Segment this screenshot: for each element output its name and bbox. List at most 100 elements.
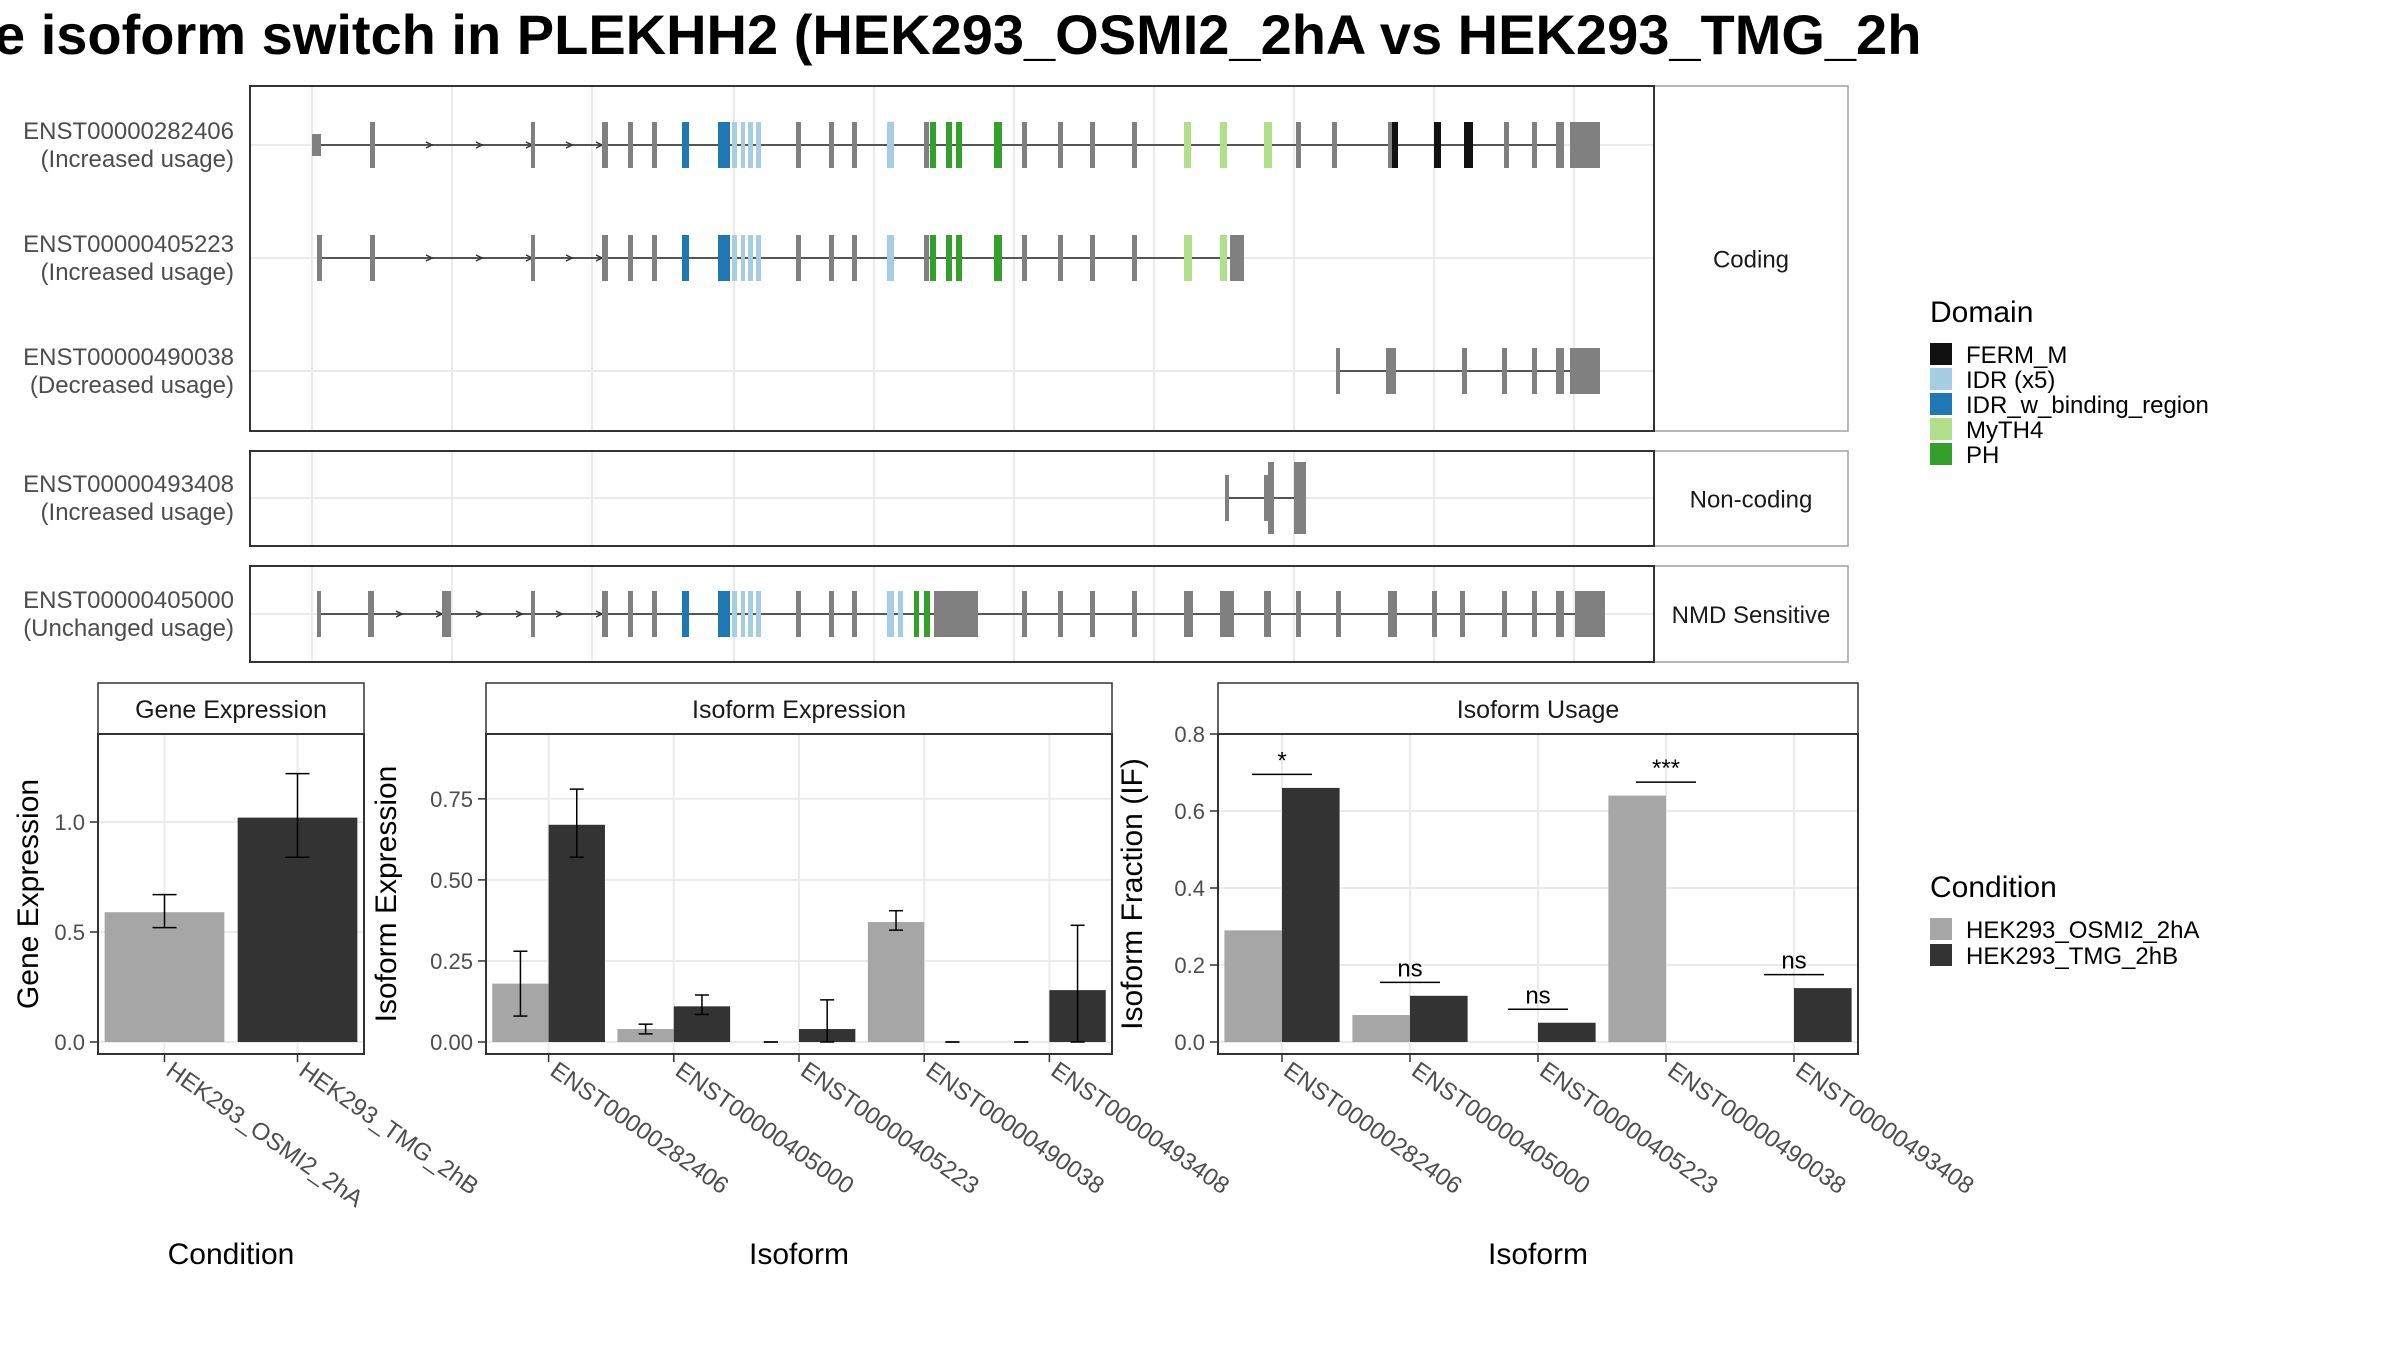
isoform-usage-label: (Increased usage)	[41, 146, 234, 173]
y-axis-title: Isoform Fraction (IF)	[1116, 758, 1149, 1030]
domain-legend-label: IDR_w_binding_region	[1966, 392, 2209, 419]
strand-arrow	[515, 610, 524, 618]
exon	[1294, 462, 1306, 534]
exon	[924, 122, 929, 168]
x-axis-title: Isoform	[1488, 1238, 1588, 1271]
chart-panel-border	[97, 733, 365, 1055]
domain-legend-key	[1930, 343, 1952, 365]
exon	[741, 235, 745, 281]
exon	[1058, 235, 1063, 281]
exon	[1264, 591, 1271, 637]
exon	[1460, 591, 1465, 637]
exon	[994, 122, 1002, 168]
isoform-label: ENST00000405223	[23, 231, 234, 258]
transcript-ENST00000405000	[317, 591, 1605, 637]
strand-arrow	[555, 610, 564, 618]
exon	[1132, 591, 1137, 637]
chart-title-strip	[97, 682, 365, 735]
strand-arrow	[565, 141, 574, 149]
exon	[1336, 591, 1341, 637]
exon	[1502, 591, 1507, 637]
exon	[1264, 475, 1270, 521]
exon	[1132, 122, 1137, 168]
exon	[1336, 348, 1340, 394]
transcript-ENST00000490038	[1336, 348, 1600, 394]
chart-panel-2: Isoform Expression0.000.250.500.75ENST00…	[370, 682, 1234, 1271]
exon	[1296, 591, 1301, 637]
exon	[1392, 122, 1398, 168]
exon	[741, 122, 745, 168]
bar-HEK293_TMG_2hB	[1410, 995, 1468, 1042]
y-tick-label: 0.8	[1174, 722, 1205, 747]
facet-strip-label: NMD Sensitive	[1672, 602, 1831, 629]
y-axis-title: Isoform Expression	[370, 766, 403, 1023]
y-tick-label: 0.2	[1174, 953, 1205, 978]
exon	[1268, 462, 1274, 534]
exon	[628, 235, 633, 281]
isoform-label: ENST00000493408	[23, 471, 234, 498]
facet-strip-label: Coding	[1713, 247, 1789, 274]
condition-legend-key	[1930, 918, 1952, 940]
transcript-ENST00000282406	[312, 122, 1600, 168]
significance-label: ns	[1781, 948, 1806, 975]
exon	[1532, 348, 1537, 394]
domain-legend-key	[1930, 368, 1952, 390]
exon	[1556, 348, 1564, 394]
exon	[1090, 122, 1095, 168]
bar-HEK293_OSMI2_2hA	[617, 1029, 674, 1042]
exon	[1090, 591, 1095, 637]
x-axis-title: Isoform	[749, 1238, 849, 1271]
bar-HEK293_TMG_2hB	[1538, 1022, 1596, 1042]
exon	[1570, 348, 1600, 394]
exon	[1022, 122, 1027, 168]
significance-label: *	[1277, 747, 1286, 774]
condition-legend-label: HEK293_OSMI2_2hA	[1966, 917, 2199, 944]
transcript-ENST00000493408	[1225, 462, 1306, 534]
facet-strip-label: Non-coding	[1690, 487, 1813, 514]
y-tick-label: 0.0	[54, 1030, 85, 1055]
domain-legend-label: IDR (x5)	[1966, 367, 2055, 394]
domain-legend-label: MyTH4	[1966, 417, 2043, 444]
transcript-ENST00000405223	[317, 235, 1244, 281]
exon	[732, 235, 737, 281]
exon	[756, 591, 761, 637]
exon	[602, 591, 608, 637]
exon	[829, 591, 834, 637]
strand-arrow	[475, 610, 484, 618]
bar-HEK293_TMG_2hB	[1282, 787, 1340, 1042]
y-tick-label: 0.6	[1174, 799, 1205, 824]
exon	[887, 235, 894, 281]
strand-arrow	[475, 254, 484, 262]
exon	[628, 122, 633, 168]
domain-legend-label: PH	[1966, 442, 1999, 469]
exon	[1462, 348, 1467, 394]
chart-title-strip	[485, 682, 1113, 735]
exon	[1464, 122, 1473, 168]
y-axis-title: Gene Expression	[12, 779, 45, 1009]
exon	[887, 591, 894, 637]
exon	[1504, 122, 1509, 168]
transcript-structure-panel: Coding Non-coding NMD Sensitive ENST0000028…	[23, 85, 1849, 663]
exon	[852, 235, 857, 281]
exon	[924, 235, 929, 281]
exon	[1296, 122, 1301, 168]
exon	[628, 591, 633, 637]
isoform-usage-label: (Increased usage)	[41, 499, 234, 526]
exon	[1132, 235, 1137, 281]
exon	[682, 235, 689, 281]
facet-strip	[1653, 565, 1849, 663]
y-tick-label: 1.0	[54, 810, 85, 835]
exon	[1532, 122, 1537, 168]
exon	[1388, 122, 1393, 168]
exon	[370, 235, 375, 281]
y-tick-label: 0.5	[54, 920, 85, 945]
exon	[1556, 591, 1564, 637]
exon	[531, 235, 535, 281]
exon	[682, 591, 689, 637]
y-tick-label: 0.0	[1174, 1030, 1205, 1055]
exon	[994, 235, 1002, 281]
exon	[930, 235, 936, 281]
exon	[652, 122, 657, 168]
bar-HEK293_OSMI2_2hA	[1608, 795, 1666, 1042]
exon	[1432, 591, 1437, 637]
